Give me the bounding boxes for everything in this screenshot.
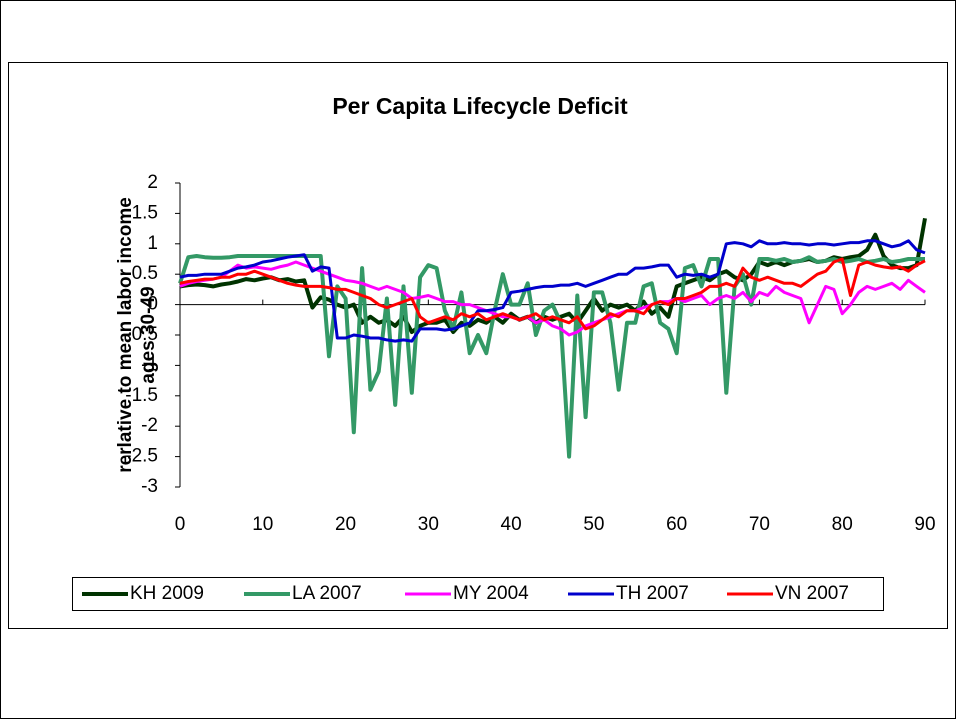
x-tick-label: 40 [501, 514, 522, 535]
x-tick-label: 60 [666, 514, 687, 535]
legend-label: MY 2004 [453, 583, 529, 604]
legend-label: TH 2007 [616, 583, 689, 604]
y-tick-label: -0.5 [125, 324, 158, 345]
y-tick-label: 1 [147, 233, 158, 254]
series-line [179, 239, 926, 343]
y-tick-label: -2.5 [125, 446, 158, 467]
x-tick-label: 80 [832, 514, 853, 535]
y-tick-label: -2 [141, 415, 158, 436]
chart-title: Per Capita Lifecycle Deficit [332, 93, 628, 119]
y-tick-label: 2 [147, 172, 158, 193]
legend-label: VN 2007 [775, 583, 849, 604]
y-tick-label: 1.5 [132, 202, 158, 223]
y-tick-label: -1 [141, 354, 158, 375]
y-tick-label: -3 [141, 476, 158, 497]
y-axis-label: rerlative to mean labor income [115, 197, 136, 473]
y-tick-label: -1.5 [125, 385, 158, 406]
series-line [179, 260, 926, 337]
x-tick-label: 70 [749, 514, 770, 535]
series-line [179, 257, 926, 331]
legend-label: LA 2007 [292, 583, 362, 604]
chart-frame [8, 62, 948, 629]
x-tick-label: 10 [252, 514, 273, 535]
y-tick-label: 0.5 [132, 263, 158, 284]
x-tick-label: 30 [418, 514, 439, 535]
x-tick-label: 50 [583, 514, 604, 535]
x-tick-label: 0 [175, 514, 186, 535]
x-tick-label: 90 [914, 514, 935, 535]
legend-label: KH 2009 [130, 583, 204, 604]
y-axis-label: ages 30-49 [138, 286, 159, 383]
y-tick-label: 0 [147, 294, 158, 315]
x-tick-label: 20 [335, 514, 356, 535]
